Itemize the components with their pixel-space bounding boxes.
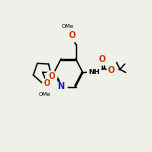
Text: O: O	[48, 72, 55, 81]
Text: NH: NH	[88, 69, 100, 75]
Text: OMe: OMe	[61, 24, 74, 29]
Text: O: O	[99, 55, 106, 64]
Text: O: O	[108, 66, 115, 75]
Text: O: O	[44, 79, 50, 88]
Text: O: O	[68, 31, 75, 40]
Text: N: N	[58, 82, 65, 91]
Text: OMe: OMe	[39, 92, 51, 97]
